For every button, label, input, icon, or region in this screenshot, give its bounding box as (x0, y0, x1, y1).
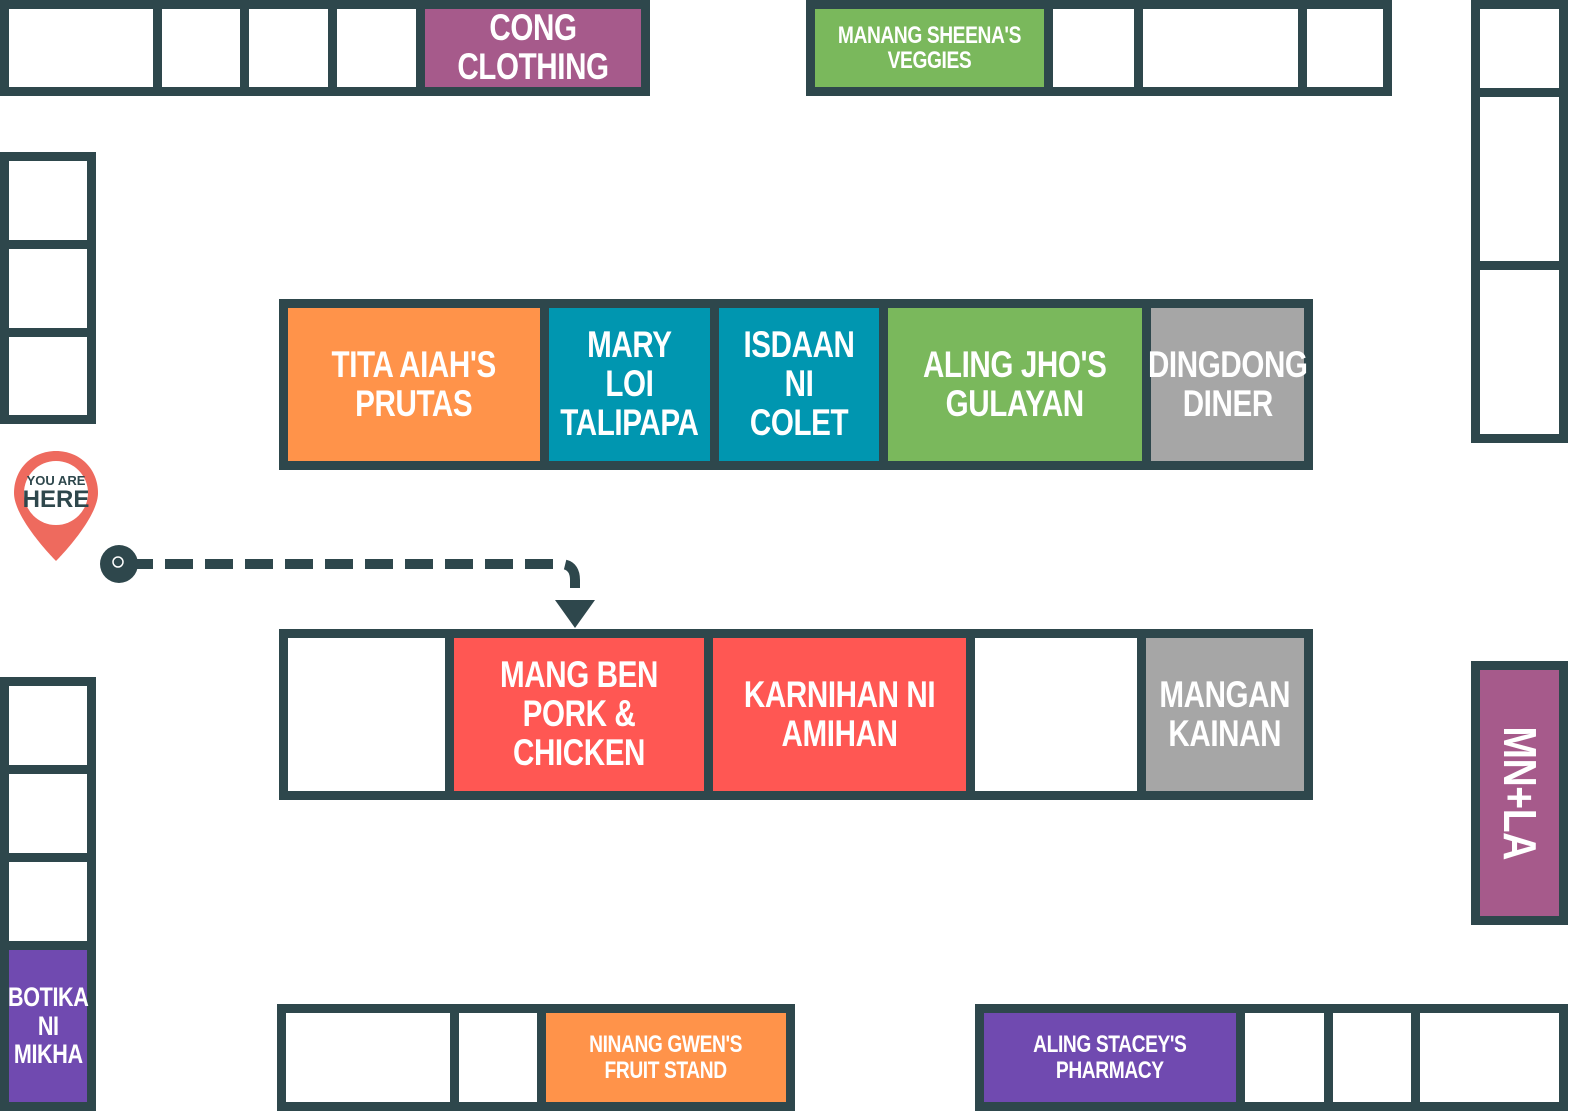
stall-isdaan-ni-colet[interactable]: ISDAAN NI COLET (710, 299, 888, 470)
empty-stall[interactable] (277, 1004, 459, 1111)
shop-name: MARY LOI TALIPAPA (560, 324, 699, 443)
empty-stall[interactable] (1298, 0, 1392, 96)
empty-stall[interactable] (1471, 261, 1568, 443)
empty-stall[interactable] (1471, 88, 1568, 270)
stall-manang-sheenas-veggies[interactable]: MANANG SHEENA'S VEGGIES (806, 0, 1053, 96)
shop-name: MANG BEN PORK & CHICKEN (500, 654, 658, 773)
start-point-dot (112, 556, 124, 568)
shop-name: BOTIKA NI MIKHA (7, 982, 89, 1070)
empty-stall[interactable] (0, 853, 96, 950)
stall-botika-ni-mikha[interactable]: BOTIKA NI MIKHA (0, 941, 96, 1111)
empty-stall[interactable] (0, 328, 96, 424)
stall-karnihan-ni-amihan[interactable]: KARNIHAN NI AMIHAN (704, 629, 975, 800)
stall-aling-staceys-pharmacy[interactable]: ALING STACEY'S PHARMACY (975, 1004, 1245, 1111)
you-are-label: YOU ARE (27, 473, 86, 488)
pin-inner-circle (24, 461, 88, 525)
shop-name: ALING STACEY'S PHARMACY (1033, 1031, 1187, 1084)
empty-stall[interactable] (1471, 0, 1568, 97)
stall-dingdong-diner[interactable]: DINGDONG DINER (1142, 299, 1313, 470)
dashed-route-line (125, 559, 580, 600)
shop-name: ALING JHO'S GULAYAN (923, 343, 1107, 424)
stall-mangan-kainan[interactable]: MANGAN KAINAN (1137, 629, 1313, 800)
location-pin-icon: YOU ARE HERE (14, 451, 98, 561)
start-point-icon (100, 545, 138, 583)
empty-stall[interactable] (966, 629, 1146, 800)
empty-stall[interactable] (0, 240, 96, 337)
shop-name: CONG CLOTHING (457, 7, 609, 87)
stall-mary-loi-talipapa[interactable]: MARY LOI TALIPAPA (540, 299, 719, 470)
shop-name: TITA AIAH'S PRUTAS (331, 343, 497, 424)
shop-name: KARNIHAN NI AMIHAN (743, 673, 936, 754)
shop-name: NINANG GWEN'S FRUIT STAND (589, 1031, 743, 1084)
stall-cong-clothing[interactable]: CONG CLOTHING (416, 0, 650, 96)
shop-name: MANANG SHEENA'S VEGGIES (837, 21, 1022, 74)
empty-stall[interactable] (1134, 0, 1307, 96)
stall-mn-la[interactable]: MN+LA (1471, 661, 1568, 925)
shop-name: MANGAN KAINAN (1159, 673, 1291, 754)
arrow-down-icon (555, 600, 595, 628)
stall-ninang-gwens-fruit-stand[interactable]: NINANG GWEN'S FRUIT STAND (537, 1004, 795, 1111)
here-label: HERE (23, 486, 90, 513)
shop-name: ISDAAN NI COLET (743, 324, 855, 443)
empty-stall[interactable] (1411, 1004, 1568, 1111)
shop-name: DINGDONG DINER (1147, 343, 1308, 424)
empty-stall[interactable] (0, 0, 162, 96)
